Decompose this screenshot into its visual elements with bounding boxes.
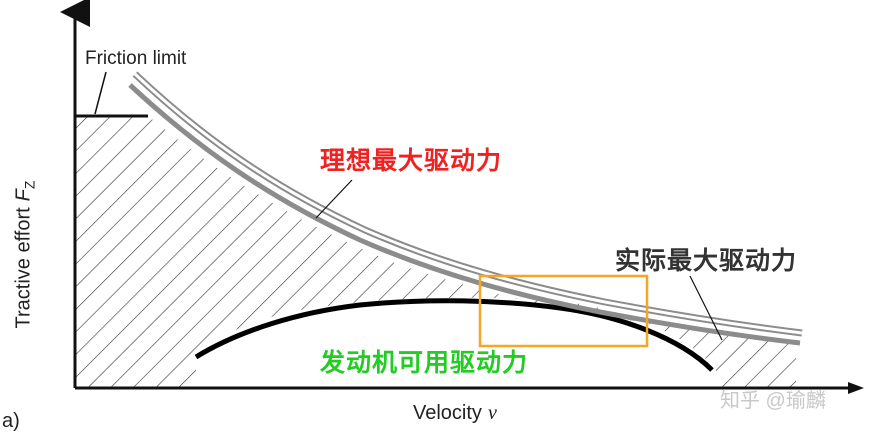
x-axis-variable: v — [487, 402, 497, 424]
engine-curve — [194, 298, 714, 372]
x-axis-label: Velocity v — [413, 402, 497, 425]
friction-limit-label: Friction limit — [85, 48, 187, 69]
actual-leader — [689, 275, 723, 341]
panel-label: a) — [2, 410, 20, 432]
engine-curve-label: 发动机可用驱动力 — [320, 349, 529, 377]
hatched-region — [75, 116, 796, 388]
y-axis-variable: F — [12, 189, 35, 202]
highlight-box — [478, 274, 649, 348]
y-axis-title: Tractive effort — [12, 207, 35, 329]
watermark: 知乎 @瑜麟 — [720, 390, 826, 412]
x-axis-title: Velocity — [413, 402, 482, 424]
actual-curve — [128, 83, 801, 346]
y-axis-label: Tractive effort FZ — [13, 135, 38, 375]
ideal-leader — [315, 179, 353, 219]
ideal-curve-label: 理想最大驱动力 — [320, 147, 503, 175]
actual-curve-label: 实际最大驱动力 — [615, 247, 798, 275]
y-axis-subscript: Z — [21, 180, 38, 190]
ideal-curve-inner — [133, 72, 803, 335]
friction-limit-leader — [94, 71, 107, 115]
x-axis-arrow — [848, 382, 864, 394]
